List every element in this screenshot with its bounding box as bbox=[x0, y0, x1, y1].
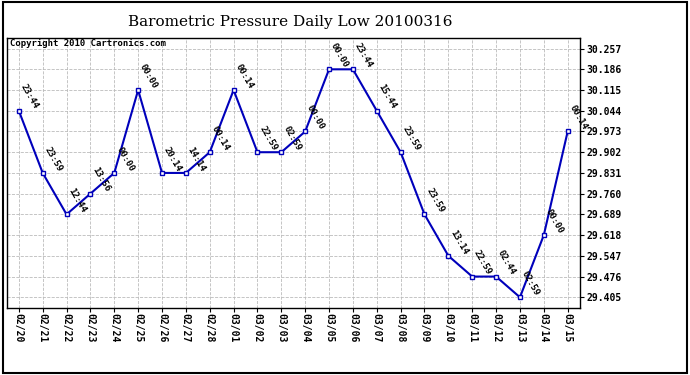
Text: 12:44: 12:44 bbox=[66, 187, 88, 214]
Text: 13:56: 13:56 bbox=[90, 166, 112, 194]
Text: 22:59: 22:59 bbox=[472, 249, 493, 276]
Text: 02:44: 02:44 bbox=[496, 249, 518, 276]
Text: 23:59: 23:59 bbox=[401, 124, 422, 152]
Text: 00:14: 00:14 bbox=[210, 124, 231, 152]
Text: 00:00: 00:00 bbox=[544, 207, 565, 235]
Text: 23:44: 23:44 bbox=[19, 83, 40, 111]
Text: Copyright 2010 Cartronics.com: Copyright 2010 Cartronics.com bbox=[10, 39, 166, 48]
Text: 14:14: 14:14 bbox=[186, 145, 207, 173]
Text: 00:00: 00:00 bbox=[138, 62, 159, 90]
Text: 00:14: 00:14 bbox=[234, 62, 255, 90]
Text: 22:59: 22:59 bbox=[257, 124, 279, 152]
Text: 00:14: 00:14 bbox=[568, 104, 589, 132]
Text: 20:14: 20:14 bbox=[162, 145, 184, 173]
Text: 23:59: 23:59 bbox=[424, 187, 446, 214]
Text: 02:59: 02:59 bbox=[282, 124, 302, 152]
Text: 00:00: 00:00 bbox=[115, 145, 135, 173]
Text: 13:14: 13:14 bbox=[448, 228, 470, 256]
Text: 23:59: 23:59 bbox=[43, 145, 64, 173]
Text: 23:44: 23:44 bbox=[353, 42, 374, 69]
Text: 00:00: 00:00 bbox=[329, 42, 351, 69]
Text: 00:00: 00:00 bbox=[305, 104, 326, 132]
Text: Barometric Pressure Daily Low 20100316: Barometric Pressure Daily Low 20100316 bbox=[128, 15, 452, 29]
Text: 02:59: 02:59 bbox=[520, 270, 541, 297]
Text: 15:44: 15:44 bbox=[377, 83, 398, 111]
